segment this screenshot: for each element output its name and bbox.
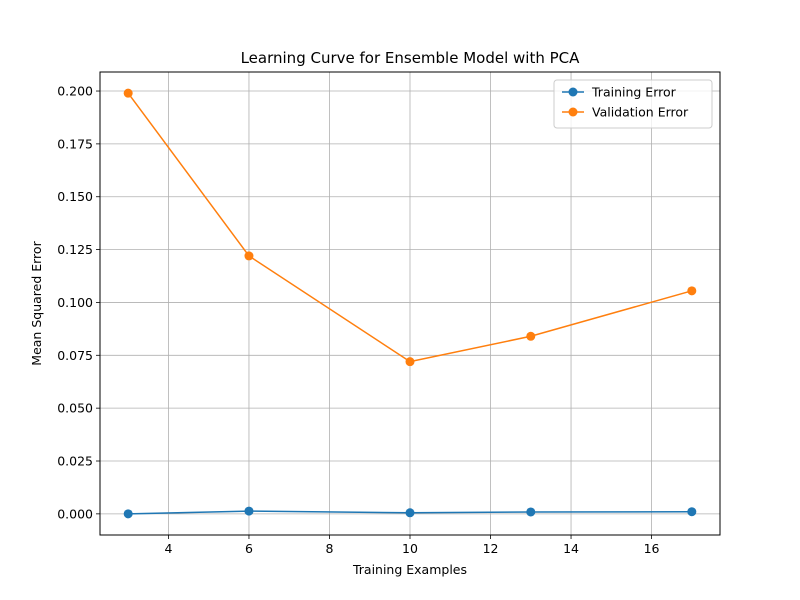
legend-marker [568,87,578,97]
chart-title: Learning Curve for Ensemble Model with P… [241,49,581,67]
y-tick-label: 0.125 [57,242,93,257]
y-tick-label: 0.050 [57,401,93,416]
legend-marker [568,107,578,117]
data-point [687,286,697,296]
x-tick-label: 12 [483,541,499,556]
series-1 [123,88,697,367]
grid [100,72,720,535]
data-point [687,507,697,517]
x-tick-label: 16 [644,541,660,556]
x-axis-label: Training Examples [352,562,467,577]
series-layer [123,88,697,519]
legend-item: Validation Error [562,105,689,120]
x-tick-label: 10 [402,541,418,556]
legend: Training Error Validation Error [553,79,713,129]
x-tick-label: 14 [563,541,579,556]
legend-label: Validation Error [592,105,689,120]
data-point [526,507,536,517]
legend-label: Training Error [591,85,677,100]
legend-item: Training Error [562,85,677,100]
y-tick-label: 0.200 [57,84,93,99]
x-tick-label: 4 [164,541,172,556]
ticks: 4 6 8 10 12 14 16 0.000 0.025 0.050 0.075 0.100 0.12… [57,84,659,556]
y-tick-label: 0.150 [57,189,93,204]
data-point [244,506,254,516]
data-point [123,509,133,519]
y-tick-label: 0.075 [57,348,93,363]
data-point [123,88,133,98]
x-tick-label: 8 [326,541,334,556]
y-tick-label: 0.100 [57,295,93,310]
legend-box [553,79,713,129]
y-tick-label: 0.000 [57,506,93,521]
y-tick-label: 0.025 [57,454,93,469]
data-point [405,357,415,367]
data-point [526,331,536,341]
data-point [405,508,415,518]
y-tick-label: 0.175 [57,136,93,151]
x-tick-label: 6 [245,541,253,556]
series-0 [123,506,697,519]
data-point [244,251,254,261]
y-axis-label: Mean Squared Error [29,240,44,365]
